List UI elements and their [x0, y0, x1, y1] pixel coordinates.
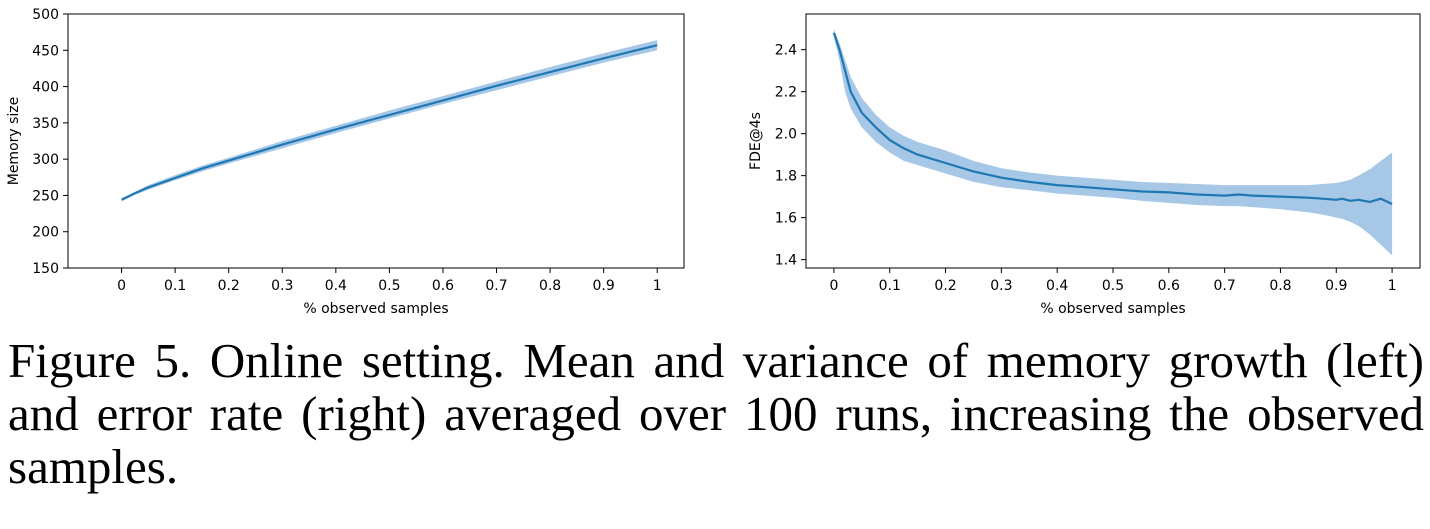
x-tick-label: 0.1 [164, 278, 186, 294]
x-tick-label: 0.4 [325, 278, 347, 294]
x-tick-label: 0.9 [1325, 278, 1347, 294]
x-tick-label: 0.3 [990, 278, 1012, 294]
memory-size-plot: 0 0.1 0.2 0.3 0.4 0.5 0.6 0.7 0.8 0.9 1 150 200 250 30… [6, 7, 685, 317]
mean-line [832, 32, 1393, 205]
x-tick-label: 1 [653, 278, 662, 294]
variance-band [833, 28, 1393, 256]
mean-line [121, 44, 658, 201]
y-tick-label: 250 [32, 188, 59, 204]
figure-canvas: 0 0.1 0.2 0.3 0.4 0.5 0.6 0.7 0.8 0.9 1 150 200 250 30… [6, 7, 1421, 317]
figure-caption: Figure 5. Online setting. Mean and varia… [8, 333, 1424, 494]
variance-band [121, 40, 658, 202]
y-tick-label: 1.4 [775, 253, 797, 269]
x-tick-label: 0.2 [218, 278, 240, 294]
x-tick-label: 0.4 [1046, 278, 1068, 294]
x-tick-label: 0.1 [879, 278, 901, 294]
y-tick-label: 150 [32, 261, 59, 277]
x-axis-label: % observed samples [303, 301, 448, 317]
x-tick-label: 0 [829, 278, 838, 294]
y-tick-label: 400 [32, 80, 59, 96]
x-tick-label: 0.2 [934, 278, 956, 294]
x-tick-label: 0.5 [378, 278, 400, 294]
x-tick-label: 0.7 [1214, 278, 1236, 294]
x-tick-label: 0 [117, 278, 126, 294]
y-tick-label: 300 [32, 152, 59, 168]
y-tick-label: 2.0 [775, 127, 797, 143]
y-tick-label: 1.8 [775, 169, 797, 185]
y-tick-label: 2.4 [775, 43, 797, 59]
x-tick-label: 0.8 [1269, 278, 1291, 294]
y-axis-label: Memory size [6, 97, 22, 186]
fde-plot: 0 0.1 0.2 0.3 0.4 0.5 0.6 0.7 0.8 0.9 1 1.4 1.6 1.8 2.… [748, 13, 1421, 317]
y-tick-label: 450 [32, 43, 59, 59]
y-tick-label: 2.2 [775, 85, 797, 101]
plot-frame [67, 13, 685, 269]
x-tick-label: 0.9 [593, 278, 615, 294]
x-tick-label: 0.3 [271, 278, 293, 294]
y-tick-label: 1.6 [775, 211, 797, 227]
y-tick-label: 350 [32, 116, 59, 132]
x-tick-label: 1 [1388, 278, 1397, 294]
x-axis-label: % observed samples [1040, 301, 1185, 317]
x-tick-label: 0.8 [539, 278, 561, 294]
y-tick-label: 500 [32, 7, 59, 23]
x-tick-label: 0.6 [1158, 278, 1180, 294]
x-tick-label: 0.5 [1102, 278, 1124, 294]
y-tick-label: 200 [32, 225, 59, 241]
x-tick-label: 0.6 [432, 278, 454, 294]
x-tick-label: 0.7 [485, 278, 507, 294]
y-axis-label: FDE@4s [748, 112, 764, 170]
